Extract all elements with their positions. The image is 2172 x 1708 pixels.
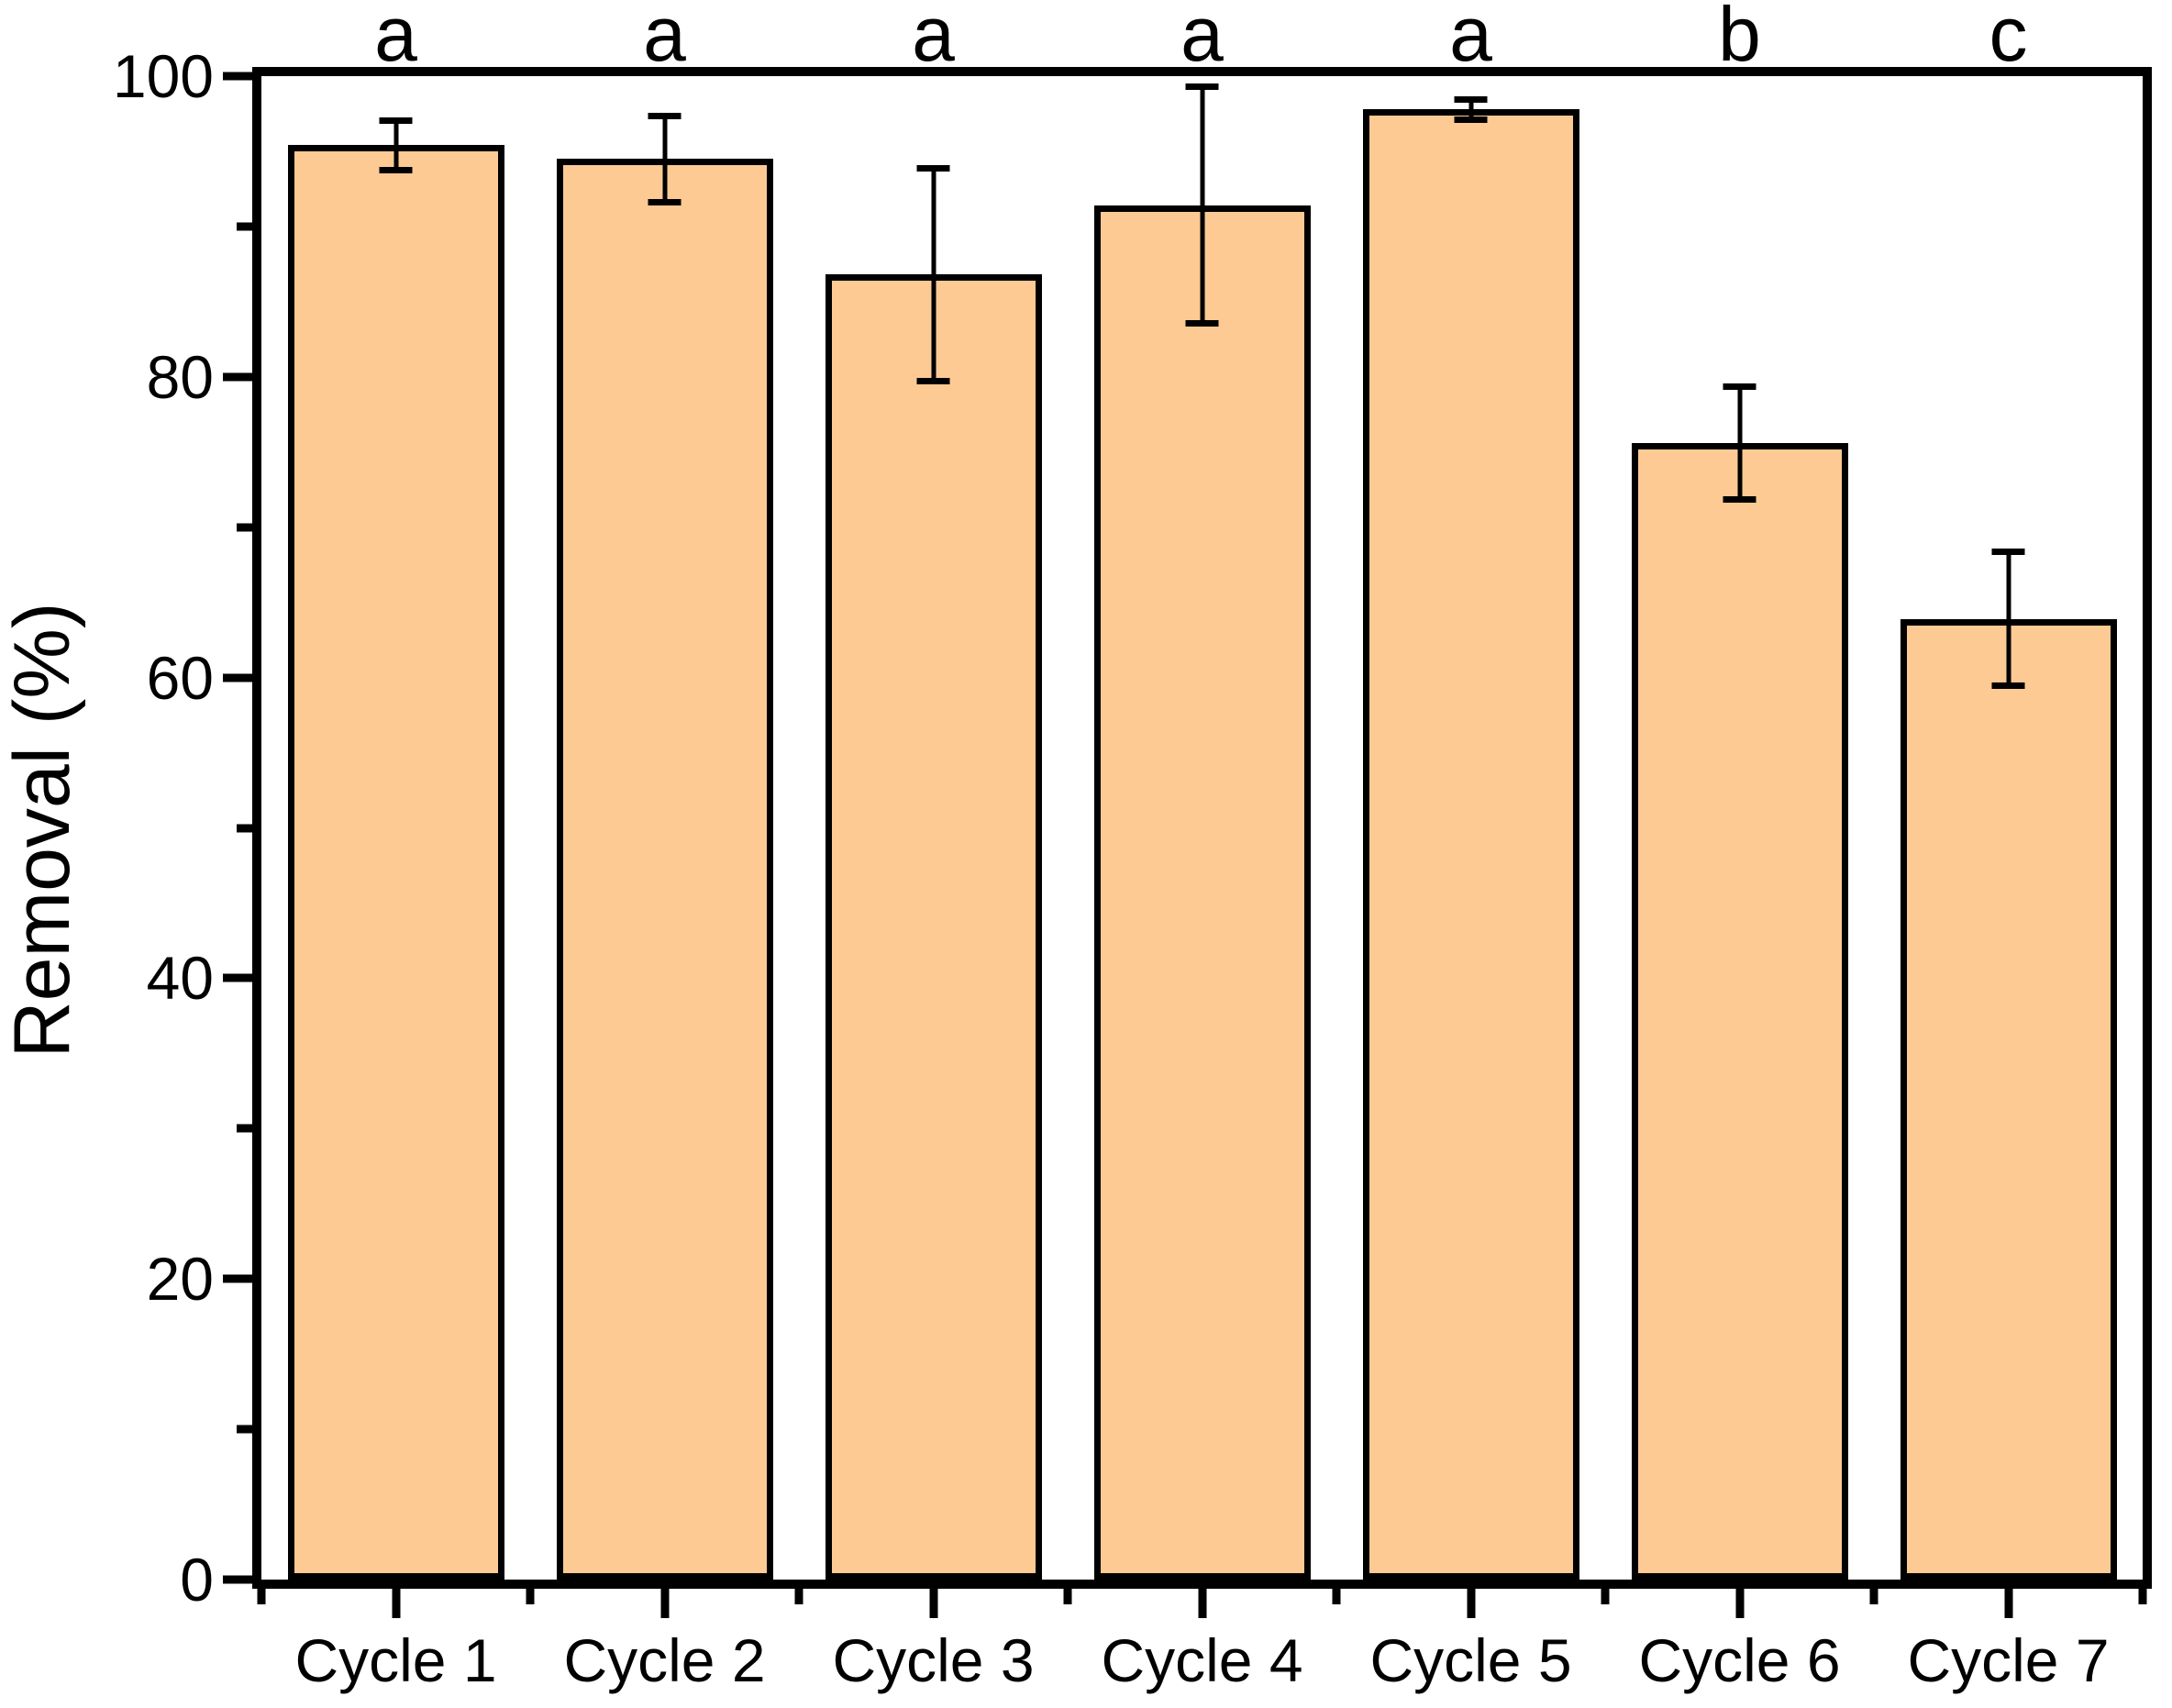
x-major-tick-5 <box>1467 1589 1475 1618</box>
x-minor-tick-4 <box>1332 1589 1341 1604</box>
bar-cycle-4 <box>1093 205 1311 1580</box>
y-minor-tick-70 <box>237 523 252 532</box>
y-tick-label-40: 40 <box>146 944 214 1013</box>
bar-slot-6: b Cycle 6 <box>1605 0 1874 1693</box>
y-tick-label-60: 60 <box>146 643 214 712</box>
error-bar-cycle-3 <box>931 167 936 382</box>
error-bar-cycle-5 <box>1468 98 1473 120</box>
x-tick-label-3: Cycle 3 <box>832 1626 1035 1694</box>
y-major-tick-80 <box>223 372 252 382</box>
bar-cycle-2 <box>556 159 773 1580</box>
x-tick-label-6: Cycle 6 <box>1638 1626 1841 1694</box>
significance-letter-2: a <box>643 0 686 77</box>
x-tick-label-1: Cycle 1 <box>294 1626 497 1694</box>
error-bar-cycle-4 <box>1200 86 1204 325</box>
bars-layer: a Cycle 1 a Cycle 2 a Cycle 3 a Cycle 4 a Cycle 5… <box>261 0 2143 1693</box>
significance-letter-1: a <box>374 0 417 77</box>
error-bar-cycle-1 <box>393 119 398 172</box>
significance-letter-6: b <box>1718 0 1761 77</box>
bar-cycle-5 <box>1362 109 1579 1580</box>
x-major-tick-7 <box>2004 1589 2012 1618</box>
x-minor-tick-0 <box>257 1589 266 1604</box>
x-tick-label-2: Cycle 2 <box>563 1626 766 1694</box>
significance-letter-5: a <box>1449 0 1492 77</box>
bar-cycle-3 <box>825 274 1042 1580</box>
x-major-tick-4 <box>1198 1589 1206 1618</box>
x-tick-label-5: Cycle 5 <box>1369 1626 1572 1694</box>
x-major-tick-2 <box>660 1589 669 1618</box>
bar-cycle-1 <box>287 145 504 1580</box>
bar-slot-2: a Cycle 2 <box>530 0 799 1693</box>
x-minor-tick-7 <box>2138 1589 2147 1604</box>
plot-area: a Cycle 1 a Cycle 2 a Cycle 3 a Cycle 4 a Cycle 5… <box>113 0 2152 1693</box>
y-major-tick-0 <box>223 1575 252 1584</box>
y-tick-label-20: 20 <box>146 1245 214 1314</box>
error-bar-cycle-6 <box>1737 385 1742 501</box>
x-minor-tick-1 <box>526 1589 535 1604</box>
bar-slot-5: a Cycle 5 <box>1336 0 1605 1693</box>
error-bar-cycle-2 <box>662 115 667 203</box>
y-major-tick-60 <box>223 673 252 682</box>
y-minor-tick-90 <box>237 222 252 231</box>
bar-slot-1: a Cycle 1 <box>261 0 530 1693</box>
y-tick-label-80: 80 <box>146 342 214 411</box>
x-major-tick-6 <box>1735 1589 1744 1618</box>
bar-slot-7: c Cycle 7 <box>1874 0 2143 1693</box>
bar-slot-4: a Cycle 4 <box>1068 0 1336 1693</box>
significance-letter-7: c <box>1989 0 2028 77</box>
y-axis-title: Removal (%) <box>0 602 86 1059</box>
y-minor-tick-30 <box>237 1124 252 1133</box>
error-bar-cycle-7 <box>2006 550 2011 687</box>
x-major-tick-1 <box>392 1589 400 1618</box>
y-minor-tick-10 <box>237 1425 252 1434</box>
y-major-tick-20 <box>223 1274 252 1283</box>
x-minor-tick-3 <box>1063 1589 1072 1604</box>
x-minor-tick-2 <box>794 1589 803 1604</box>
x-minor-tick-6 <box>1869 1589 1878 1604</box>
bar-cycle-7 <box>1900 618 2117 1580</box>
y-tick-label-100: 100 <box>112 42 214 110</box>
bar-slot-3: a Cycle 3 <box>799 0 1068 1693</box>
x-tick-label-7: Cycle 7 <box>1907 1626 2110 1694</box>
significance-letter-3: a <box>912 0 955 77</box>
y-major-tick-40 <box>223 973 252 982</box>
significance-letter-4: a <box>1180 0 1224 77</box>
y-tick-label-0: 0 <box>180 1546 214 1614</box>
x-major-tick-3 <box>929 1589 937 1618</box>
x-tick-label-4: Cycle 4 <box>1101 1626 1303 1694</box>
x-minor-tick-5 <box>1601 1589 1610 1604</box>
bar-cycle-6 <box>1631 442 1848 1580</box>
y-minor-tick-50 <box>237 824 252 832</box>
y-major-tick-100 <box>223 72 252 81</box>
